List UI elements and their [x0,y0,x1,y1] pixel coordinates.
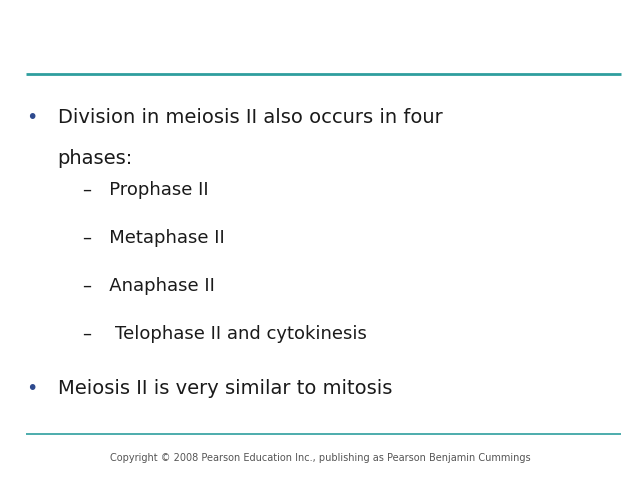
Text: –   Metaphase II: – Metaphase II [83,228,225,247]
Text: Division in meiosis II also occurs in four: Division in meiosis II also occurs in fo… [58,108,442,127]
Text: –   Prophase II: – Prophase II [83,180,209,199]
Text: phases:: phases: [58,149,133,168]
Text: Meiosis II is very similar to mitosis: Meiosis II is very similar to mitosis [58,379,392,398]
Text: –    Telophase II and cytokinesis: – Telophase II and cytokinesis [83,324,367,343]
Text: Copyright © 2008 Pearson Education Inc., publishing as Pearson Benjamin Cummings: Copyright © 2008 Pearson Education Inc.,… [109,454,531,463]
Text: •: • [26,108,38,127]
Text: –   Anaphase II: – Anaphase II [83,276,215,295]
Text: •: • [26,379,38,398]
